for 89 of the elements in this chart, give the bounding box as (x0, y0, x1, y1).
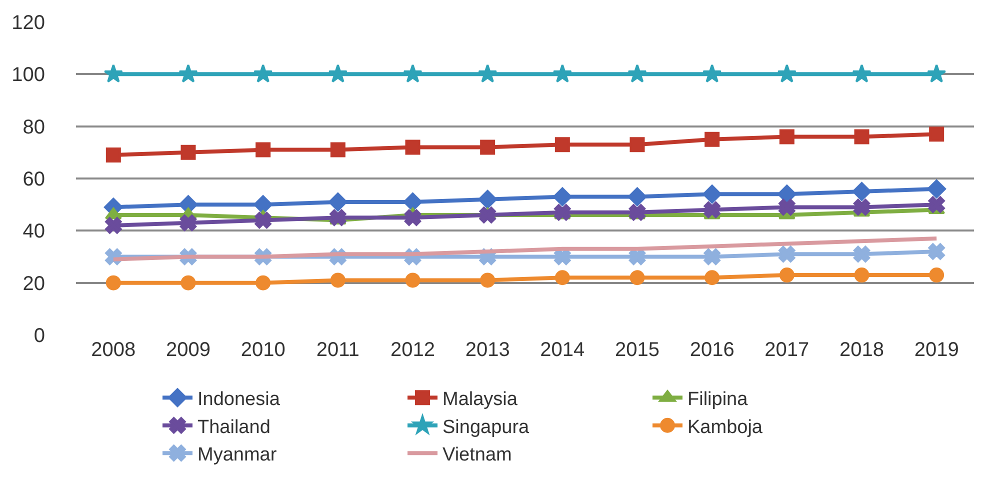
y-tick-label: 120 (12, 12, 45, 34)
point (777, 184, 796, 204)
point (105, 217, 122, 234)
point (778, 246, 796, 262)
point (853, 246, 870, 262)
point (254, 195, 273, 214)
point (929, 126, 944, 142)
legend-label: Vietnam (442, 444, 512, 466)
point (180, 214, 197, 232)
point (702, 184, 722, 204)
y-tick-label: 80 (22, 116, 45, 138)
point (552, 64, 572, 83)
x-tick-label: 2008 (91, 339, 136, 361)
point (328, 192, 348, 212)
point (479, 206, 496, 224)
point (630, 137, 645, 152)
point (702, 64, 722, 83)
point (929, 268, 944, 283)
y-tick-label: 100 (12, 64, 45, 86)
legend-label: Singapura (442, 416, 530, 438)
x-tick-label: 2017 (764, 339, 810, 361)
y-tick-label: 0 (34, 325, 45, 347)
point (628, 64, 647, 83)
point (928, 243, 945, 260)
point (330, 272, 346, 288)
point (106, 275, 121, 290)
point (180, 144, 196, 160)
point (854, 268, 870, 283)
point (178, 64, 198, 83)
point (478, 64, 498, 83)
point (628, 204, 646, 221)
point (256, 142, 271, 158)
point (704, 201, 720, 218)
point (404, 209, 422, 226)
point (704, 248, 720, 266)
point (704, 270, 720, 286)
point (180, 275, 196, 290)
point (104, 64, 124, 83)
x-tick-label: 2016 (690, 339, 734, 361)
point (554, 204, 571, 221)
point (926, 64, 946, 83)
point (852, 64, 872, 83)
point (554, 270, 570, 286)
y-tick-label: 40 (22, 220, 45, 243)
point (704, 132, 720, 147)
point (854, 129, 870, 144)
point (256, 275, 271, 290)
x-tick-label: 2010 (240, 339, 286, 361)
point (853, 198, 870, 216)
legend-label: Indonesia (198, 389, 280, 410)
point (552, 187, 572, 206)
point (330, 209, 346, 226)
point (328, 64, 348, 83)
point (779, 268, 794, 283)
point (480, 272, 496, 288)
point (403, 64, 422, 83)
point (779, 129, 794, 144)
point (405, 272, 420, 288)
point (478, 190, 498, 209)
point (554, 137, 570, 152)
x-tick-label: 2015 (615, 339, 660, 361)
point (928, 196, 945, 213)
legend-label: Filipina (688, 389, 748, 410)
point (630, 270, 645, 286)
point (330, 142, 346, 158)
point (253, 64, 273, 83)
legend-label: Thailand (198, 416, 270, 438)
point (254, 212, 272, 229)
x-tick-label: 2011 (316, 339, 360, 361)
x-tick-label: 2009 (166, 339, 210, 361)
point (777, 64, 797, 83)
x-tick-label: 2012 (390, 339, 435, 361)
y-tick-label: 20 (22, 272, 45, 295)
x-tick-label: 2018 (840, 339, 884, 361)
point (405, 140, 420, 155)
point (480, 140, 496, 155)
point (628, 187, 647, 206)
y-tick-label: 60 (22, 168, 45, 190)
legend-label: Kamboja (688, 416, 763, 438)
point (106, 148, 121, 163)
point (403, 192, 422, 212)
x-tick-label: 2019 (914, 339, 959, 361)
x-tick-label: 2013 (465, 339, 510, 361)
legend-label: Malaysia (442, 389, 518, 410)
point (852, 182, 872, 201)
legend-label: Myanmar (198, 444, 278, 466)
point (927, 179, 946, 198)
x-tick-label: 2014 (540, 339, 585, 361)
point (778, 198, 796, 216)
